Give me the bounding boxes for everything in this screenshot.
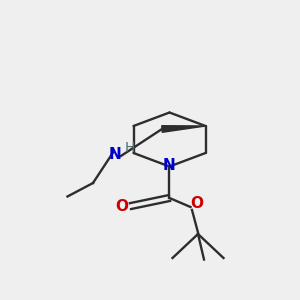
Text: N: N: [109, 147, 122, 162]
Text: O: O: [190, 196, 203, 211]
Polygon shape: [162, 126, 206, 132]
Text: N: N: [163, 158, 176, 172]
Text: H: H: [125, 141, 135, 154]
Text: O: O: [116, 199, 129, 214]
